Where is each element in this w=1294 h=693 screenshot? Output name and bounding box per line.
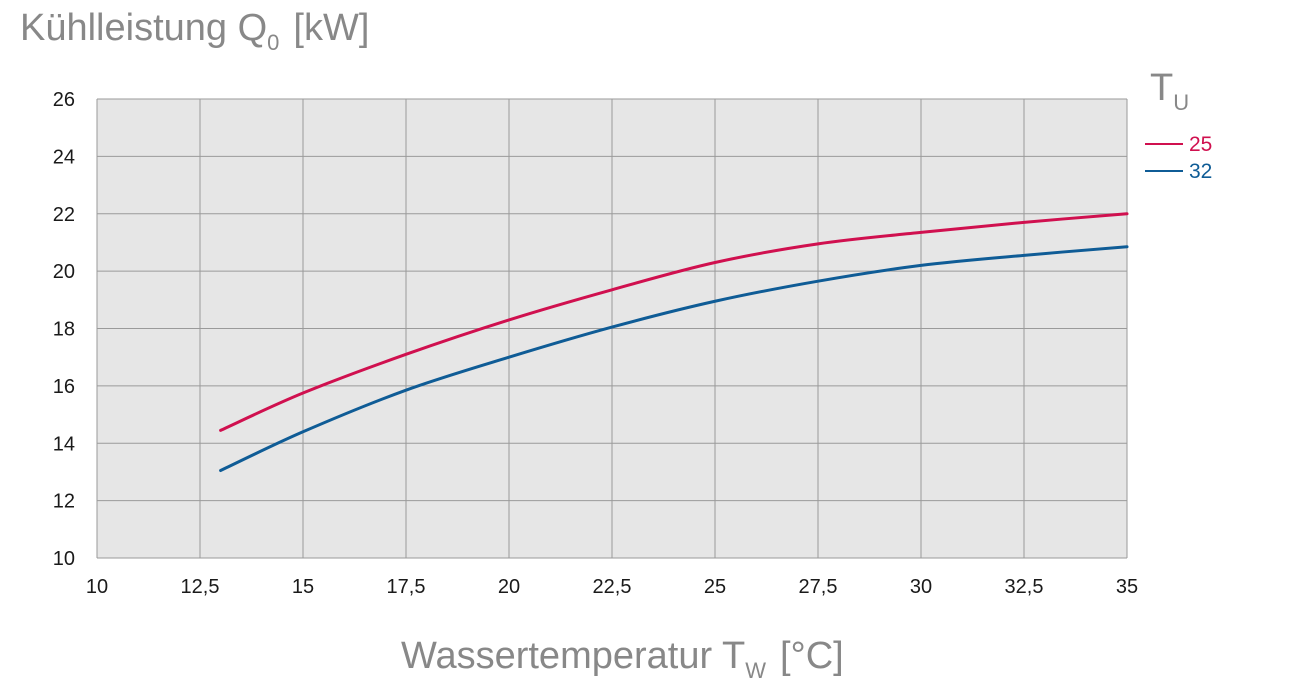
x-tick-label: 12,5	[181, 576, 220, 598]
x-tick-label: 27,5	[799, 576, 838, 598]
x-axis-title: Wassertemperatur TW [°C]	[401, 635, 844, 683]
legend-title: TU	[1150, 67, 1189, 115]
y-tick-label: 24	[53, 146, 75, 168]
y-tick-label: 20	[53, 261, 75, 283]
y-axis-title: Kühlleistung Q0 [kW]	[20, 7, 369, 55]
y-axis-ticks: 10 12 14 16 18 20 22 24 26	[53, 89, 75, 570]
x-tick-label: 30	[910, 576, 932, 598]
series-line-25	[219, 212, 1129, 432]
x-tick-label: 25	[704, 576, 726, 598]
x-axis-title-sub: W	[745, 658, 766, 683]
x-tick-label: 32,5	[1005, 576, 1044, 598]
x-tick-label: 10	[86, 576, 108, 598]
series-line-32	[219, 245, 1129, 473]
y-axis-title-sub: 0	[267, 30, 279, 55]
grid	[96, 98, 1128, 559]
y-tick-label: 16	[53, 376, 75, 398]
legend-label-25: 25	[1189, 133, 1212, 156]
y-tick-label: 14	[53, 433, 75, 455]
legend-title-sub: U	[1173, 90, 1189, 115]
x-tick-label: 15	[292, 576, 314, 598]
y-axis-title-unit: [kW]	[293, 7, 369, 49]
series-lines	[219, 212, 1129, 473]
y-tick-label: 18	[53, 319, 75, 341]
legend-label-32: 32	[1189, 160, 1212, 183]
y-tick-label: 12	[53, 491, 75, 513]
x-axis-title-main: Wassertemperatur T	[401, 635, 745, 677]
x-tick-label: 17,5	[387, 576, 426, 598]
x-tick-label: 20	[498, 576, 520, 598]
y-axis-title-main: Kühlleistung Q	[20, 7, 267, 49]
x-axis-ticks: 10 12,5 15 17,5 20 22,5 25 27,5 30 32,5 35	[86, 576, 1138, 598]
y-tick-label: 26	[53, 89, 75, 111]
legend-title-main: T	[1150, 67, 1173, 109]
y-tick-label: 22	[53, 204, 75, 226]
x-tick-label: 22,5	[593, 576, 632, 598]
x-tick-label: 35	[1116, 576, 1138, 598]
y-tick-label: 10	[53, 548, 75, 570]
x-axis-title-unit: [°C]	[780, 635, 844, 677]
